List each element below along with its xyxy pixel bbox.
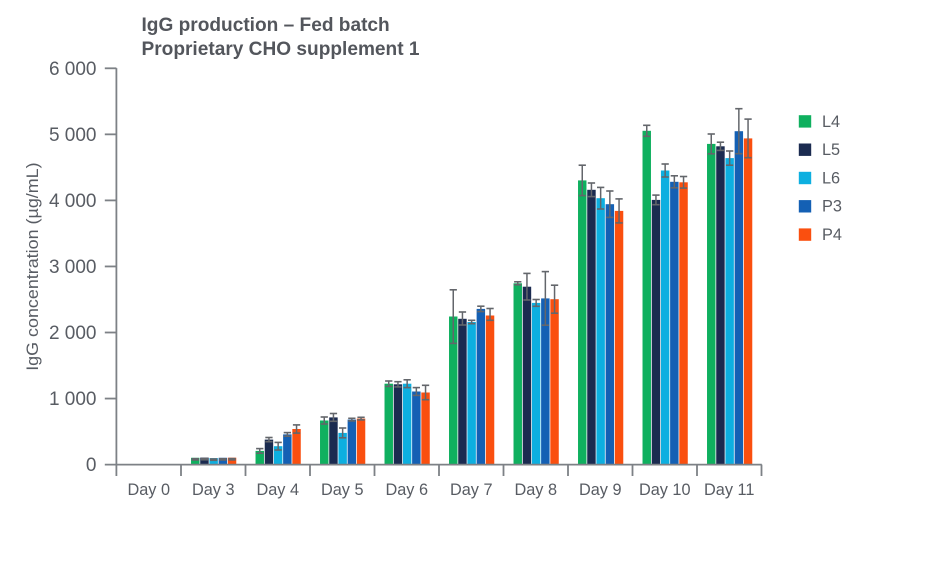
svg-text:5 000: 5 000 — [49, 125, 97, 146]
svg-text:Day 7: Day 7 — [450, 481, 493, 499]
svg-text:P4: P4 — [822, 226, 842, 244]
svg-text:L6: L6 — [822, 169, 840, 187]
svg-text:IgG production – Fed batch: IgG production – Fed batch — [142, 15, 390, 36]
svg-text:Day 5: Day 5 — [321, 481, 364, 499]
svg-text:3 000: 3 000 — [49, 257, 97, 278]
svg-text:Day 4: Day 4 — [256, 481, 299, 499]
svg-text:2 000: 2 000 — [49, 323, 97, 344]
svg-text:L5: L5 — [822, 141, 840, 159]
svg-text:Day 8: Day 8 — [514, 481, 557, 499]
svg-text:P3: P3 — [822, 198, 842, 216]
svg-text:IgG concentration (µg/mL): IgG concentration (µg/mL) — [24, 162, 42, 370]
svg-text:6 000: 6 000 — [49, 59, 97, 80]
svg-text:4 000: 4 000 — [49, 191, 97, 212]
svg-text:Day 10: Day 10 — [639, 481, 691, 499]
svg-text:Day 11: Day 11 — [704, 481, 754, 499]
svg-text:Proprietary CHO supplement 1: Proprietary CHO supplement 1 — [142, 39, 420, 60]
svg-text:L4: L4 — [822, 113, 840, 131]
svg-text:Day 0: Day 0 — [127, 481, 170, 499]
svg-text:0: 0 — [86, 455, 97, 476]
svg-text:Day 9: Day 9 — [579, 481, 622, 499]
svg-text:1 000: 1 000 — [49, 389, 97, 410]
svg-text:Day 6: Day 6 — [385, 481, 428, 499]
svg-text:Day 3: Day 3 — [192, 481, 235, 499]
